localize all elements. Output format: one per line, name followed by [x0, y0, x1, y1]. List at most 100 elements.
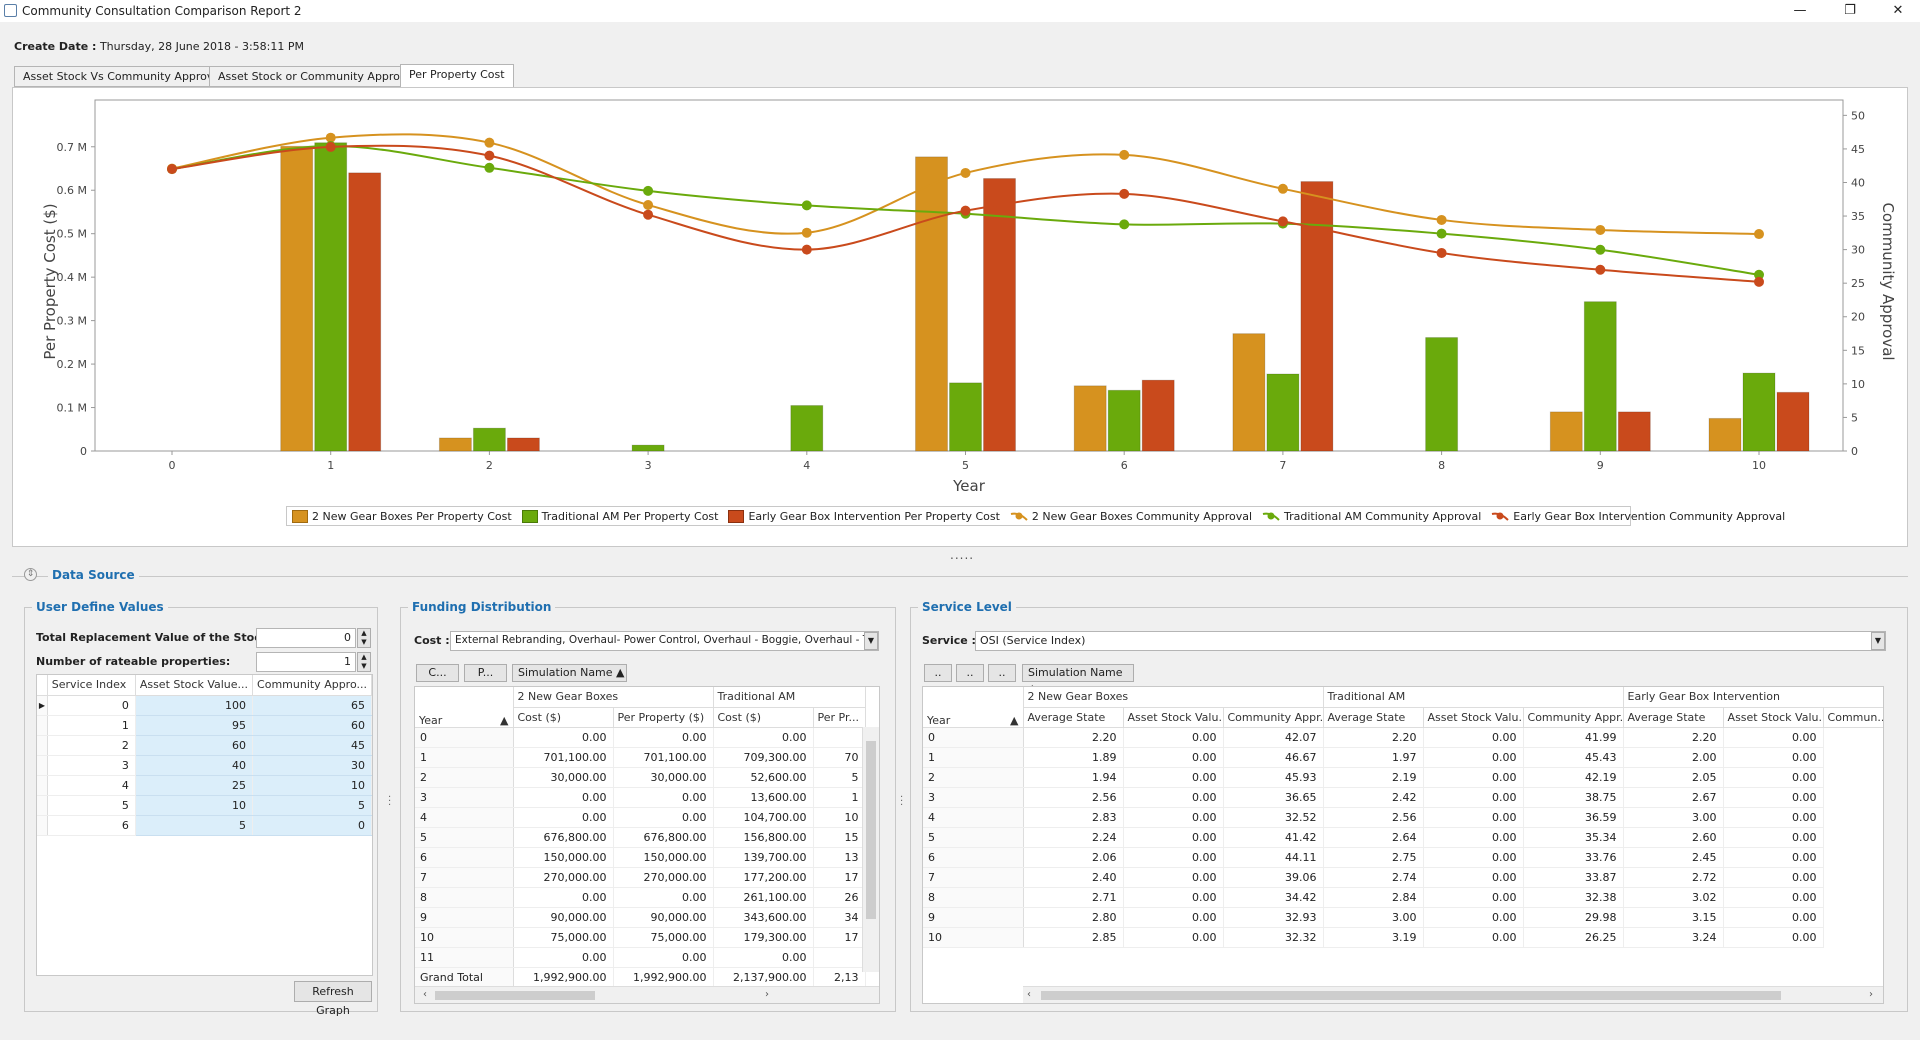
table-row[interactable]: 4 2.83 0.00 32.52 2.56 0.00 36.59 3.00 0.00 [923, 807, 1883, 828]
table-cell[interactable]: 2.24 [1023, 827, 1124, 848]
table-cell[interactable]: 5 [813, 767, 866, 788]
table-cell[interactable]: 0.00 [1123, 807, 1224, 828]
table-cell[interactable]: 0.00 [713, 727, 814, 748]
table-cell[interactable]: 2.05 [1623, 767, 1724, 788]
table-cell[interactable]: 8 [415, 887, 514, 908]
table-cell[interactable]: 0.00 [613, 727, 714, 748]
column-header[interactable]: Cost ($) [513, 707, 614, 728]
group-panel-button[interactable]: P... [464, 664, 507, 682]
table-cell[interactable]: 5 [47, 795, 136, 816]
table-cell[interactable]: 0.00 [1123, 787, 1224, 808]
table-cell[interactable]: 0.00 [1123, 767, 1224, 788]
tab-asset-stock-or-community[interactable]: Asset Stock or Community Approval [209, 66, 426, 87]
table-cell[interactable]: 30 [252, 755, 372, 776]
table-cell[interactable]: 2.84 [1323, 887, 1424, 908]
table-cell[interactable]: 2.80 [1023, 907, 1124, 928]
table-cell[interactable]: 2.00 [1623, 747, 1724, 768]
table-cell[interactable]: 17 [813, 927, 866, 948]
table-cell[interactable]: 0.00 [1123, 907, 1224, 928]
table-cell[interactable]: 95 [135, 715, 254, 736]
table-row[interactable]: 3 0.00 0.00 13,600.00 1 [415, 787, 866, 808]
table-cell[interactable]: 1.97 [1323, 747, 1424, 768]
year-column-header[interactable]: Year ▲ [923, 687, 1024, 728]
table-cell[interactable]: 2.72 [1623, 867, 1724, 888]
table-cell[interactable]: 2.67 [1623, 787, 1724, 808]
table-cell[interactable]: 2.20 [1323, 727, 1424, 748]
table-row[interactable]: 2 1.94 0.00 45.93 2.19 0.00 42.19 2.05 0.00 [923, 767, 1883, 788]
table-row[interactable]: 8 2.71 0.00 34.42 2.84 0.00 32.38 3.02 0.00 [923, 887, 1883, 908]
table-cell[interactable]: 1 [923, 747, 1024, 768]
table-cell[interactable]: 2.56 [1023, 787, 1124, 808]
table-cell[interactable]: 9 [415, 907, 514, 928]
table-cell[interactable]: 2.74 [1323, 867, 1424, 888]
table-cell[interactable]: 52,600.00 [713, 767, 814, 788]
table-cell[interactable]: 10 [252, 775, 372, 796]
table-cell[interactable]: 38.75 [1523, 787, 1624, 808]
table-cell[interactable]: 0.00 [513, 787, 614, 808]
table-cell[interactable]: 343,600.00 [713, 907, 814, 928]
column-header[interactable]: Commun... [1823, 707, 1883, 728]
table-cell[interactable] [813, 947, 866, 968]
table-cell[interactable]: 0.00 [1423, 727, 1524, 748]
minimize-button[interactable]: — [1793, 3, 1807, 18]
tab-per-property-cost[interactable]: Per Property Cost [400, 64, 514, 88]
table-cell[interactable]: 30,000.00 [513, 767, 614, 788]
table-cell[interactable]: 270,000.00 [513, 867, 614, 888]
column-header[interactable]: Per Pr... [813, 707, 866, 728]
table-cell[interactable]: 2 [47, 735, 136, 756]
table-cell[interactable]: 0.00 [1423, 927, 1524, 948]
table-row[interactable]: 2 30,000.00 30,000.00 52,600.00 5 [415, 767, 866, 788]
table-cell[interactable]: 3.02 [1623, 887, 1724, 908]
legend-item[interactable]: 2 New Gear Boxes Per Property Cost [292, 509, 512, 523]
table-cell[interactable]: 0 [47, 695, 136, 716]
scrollbar-thumb[interactable] [435, 991, 595, 1000]
table-row[interactable]: 6 2.06 0.00 44.11 2.75 0.00 33.76 2.45 0.00 [923, 847, 1883, 868]
column-header[interactable]: Asset Stock Valu... [1723, 707, 1824, 728]
collapse-icon[interactable]: ⇕ [24, 568, 37, 581]
legend-item[interactable]: Early Gear Box Intervention Community Ap… [1491, 510, 1785, 523]
table-row[interactable]: 2 60 45 [37, 735, 372, 756]
scroll-right-icon[interactable]: › [765, 989, 769, 1000]
table-cell[interactable]: 177,200.00 [713, 867, 814, 888]
scrollbar-thumb[interactable] [1041, 991, 1781, 1000]
table-cell[interactable]: 0.00 [1423, 867, 1524, 888]
service-select[interactable]: OSI (Service Index) [975, 631, 1886, 651]
table-cell[interactable]: 0.00 [1423, 827, 1524, 848]
table-cell[interactable]: 1 [415, 747, 514, 768]
chevron-down-icon[interactable]: ▼ [1871, 632, 1885, 650]
table-row[interactable]: 1 701,100.00 701,100.00 709,300.00 70 [415, 747, 866, 768]
table-cell[interactable]: 33.87 [1523, 867, 1624, 888]
table-cell[interactable]: 0.00 [1723, 767, 1824, 788]
table-row[interactable]: 8 0.00 0.00 261,100.00 26 [415, 887, 866, 908]
table-cell[interactable]: 3 [47, 755, 136, 776]
table-cell[interactable]: 5 [923, 827, 1024, 848]
table-cell[interactable]: 32.32 [1223, 927, 1324, 948]
table-row[interactable]: 3 40 30 [37, 755, 372, 776]
table-cell[interactable]: 0.00 [513, 727, 614, 748]
table-cell[interactable]: 65 [252, 695, 372, 716]
grid-option-button[interactable]: .. [924, 664, 952, 682]
table-row[interactable]: 3 2.56 0.00 36.65 2.42 0.00 38.75 2.67 0.00 [923, 787, 1883, 808]
table-row[interactable]: 9 90,000.00 90,000.00 343,600.00 34 [415, 907, 866, 928]
table-row[interactable]: ▶ 0 100 65 [37, 695, 372, 716]
table-cell[interactable]: 3.00 [1623, 807, 1724, 828]
table-cell[interactable]: 0.00 [1423, 887, 1524, 908]
table-cell[interactable]: 0.00 [613, 787, 714, 808]
table-cell[interactable]: 4 [415, 807, 514, 828]
table-row[interactable]: 10 2.85 0.00 32.32 3.19 0.00 26.25 3.24 0.00 [923, 927, 1883, 948]
table-cell[interactable]: 0.00 [1723, 787, 1824, 808]
table-cell[interactable]: 150,000.00 [613, 847, 714, 868]
horizontal-scrollbar[interactable]: ‹ › [415, 986, 879, 1003]
table-cell[interactable]: 2.20 [1623, 727, 1724, 748]
table-cell[interactable]: 0.00 [1123, 847, 1224, 868]
column-header[interactable]: Per Property ($) [613, 707, 714, 728]
table-cell[interactable]: 0.00 [1723, 847, 1824, 868]
table-cell[interactable]: 9 [923, 907, 1024, 928]
table-cell[interactable]: 0.00 [513, 807, 614, 828]
table-cell[interactable]: 156,800.00 [713, 827, 814, 848]
table-cell[interactable]: 4 [47, 775, 136, 796]
table-cell[interactable]: 36.59 [1523, 807, 1624, 828]
table-cell[interactable]: 0.00 [1123, 747, 1224, 768]
table-cell[interactable]: 0.00 [1723, 747, 1824, 768]
table-cell[interactable]: 46.67 [1223, 747, 1324, 768]
